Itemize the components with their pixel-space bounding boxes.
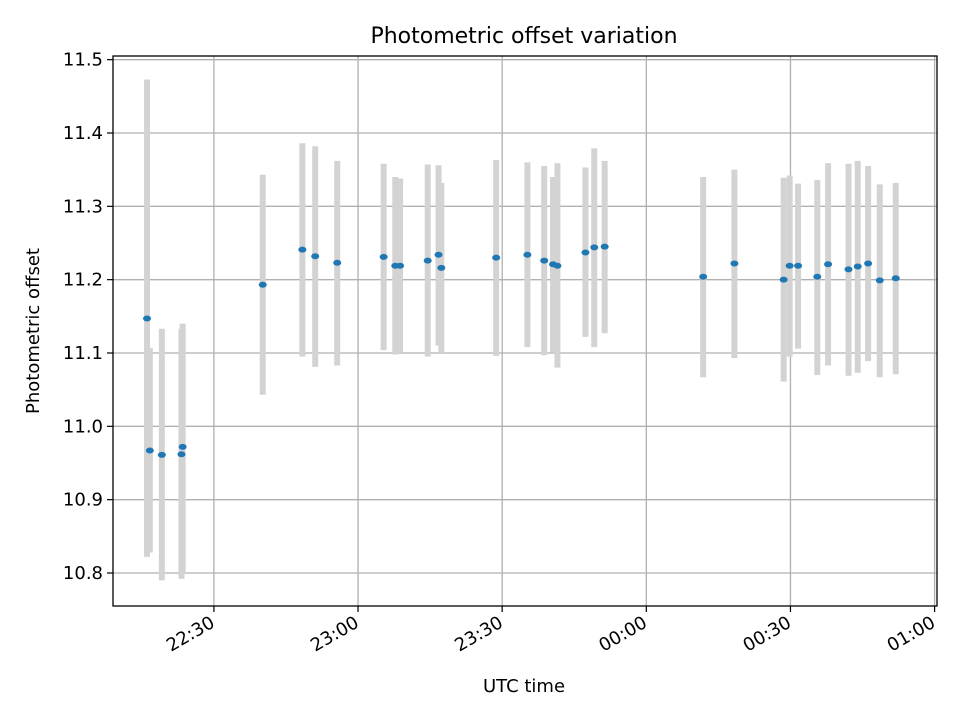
y-tick-label: 11.5 bbox=[63, 50, 103, 71]
data-point bbox=[844, 266, 853, 273]
data-point bbox=[699, 273, 708, 280]
y-tick-label: 11.4 bbox=[63, 123, 103, 144]
data-point bbox=[875, 277, 884, 284]
data-point bbox=[785, 262, 794, 269]
data-point bbox=[523, 251, 532, 258]
data-point bbox=[600, 243, 609, 250]
data-point bbox=[540, 257, 549, 264]
data-point bbox=[178, 443, 187, 450]
plot-frame bbox=[112, 55, 938, 607]
data-point bbox=[298, 246, 307, 253]
data-point bbox=[581, 249, 590, 256]
chart-title: Photometric offset variation bbox=[370, 24, 677, 49]
data-point bbox=[311, 253, 320, 260]
data-point bbox=[590, 244, 599, 251]
data-point bbox=[437, 264, 446, 271]
data-point bbox=[143, 315, 152, 322]
y-axis-label: Photometric offset bbox=[23, 248, 44, 414]
data-point bbox=[145, 447, 154, 454]
data-point bbox=[333, 259, 342, 266]
y-tick-label: 11.3 bbox=[63, 196, 103, 217]
data-point bbox=[396, 262, 405, 269]
data-point bbox=[853, 263, 862, 270]
data-point bbox=[864, 260, 873, 267]
data-point bbox=[423, 257, 432, 264]
data-point bbox=[157, 451, 166, 458]
data-point bbox=[730, 260, 739, 267]
data-point bbox=[492, 254, 501, 261]
data-point bbox=[258, 281, 267, 288]
data-point bbox=[794, 262, 803, 269]
y-tick-label: 10.8 bbox=[63, 563, 103, 584]
data-points bbox=[143, 243, 900, 458]
y-tick-label: 11.2 bbox=[63, 270, 103, 291]
data-point bbox=[891, 275, 900, 282]
data-point bbox=[824, 261, 833, 268]
data-point bbox=[177, 451, 186, 458]
y-tick-label: 11.1 bbox=[63, 343, 103, 364]
data-point bbox=[553, 262, 562, 269]
data-point bbox=[379, 253, 388, 260]
data-point bbox=[813, 273, 822, 280]
y-tick-label: 10.9 bbox=[63, 490, 103, 511]
x-axis-label: UTC time bbox=[483, 676, 565, 697]
data-point bbox=[779, 276, 788, 283]
y-tick-label: 11.0 bbox=[63, 416, 103, 437]
data-point bbox=[434, 251, 443, 258]
